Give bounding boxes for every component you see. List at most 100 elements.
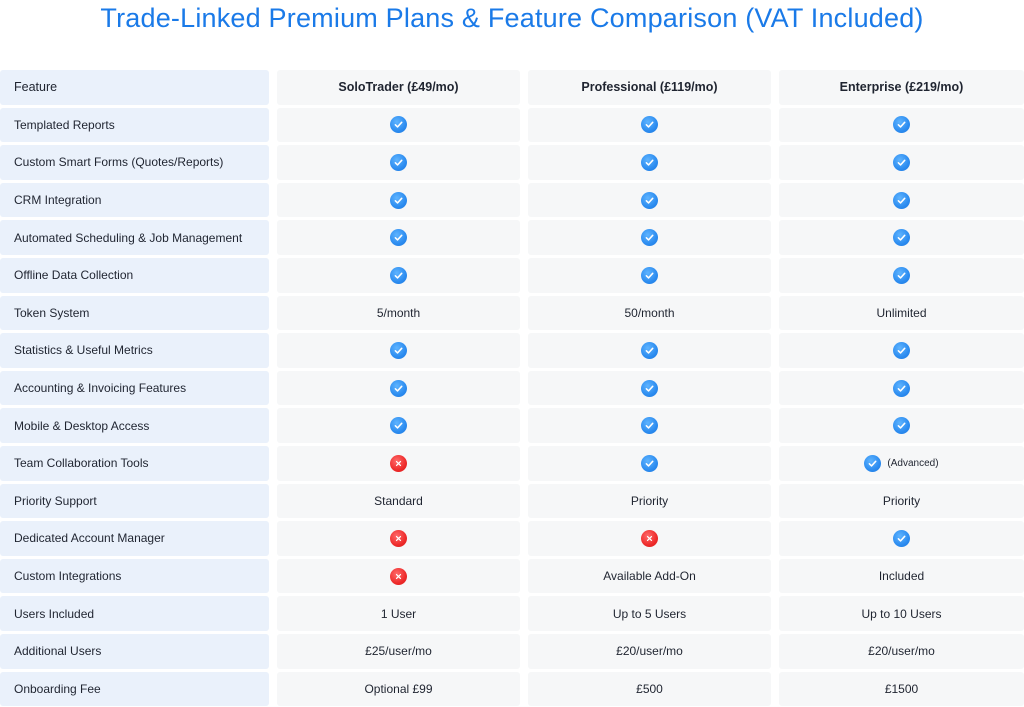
cell-professional: [528, 445, 771, 481]
cell-professional: Up to 5 Users: [528, 596, 771, 631]
cell-enterprise: [779, 220, 1024, 255]
cell-solotrader: [277, 558, 520, 594]
cell-professional: £20/user/mo: [528, 633, 771, 669]
cell-enterprise: (Advanced): [779, 445, 1024, 481]
check-icon: [641, 266, 658, 284]
check-icon: [390, 116, 407, 134]
cell-professional: [528, 521, 771, 556]
cell-solotrader: [277, 333, 520, 368]
cell-professional: [528, 257, 771, 293]
cell-professional: Available Add-On: [528, 558, 771, 594]
cell-solotrader: 1 User: [277, 596, 520, 631]
column-header-feature: Feature: [0, 70, 269, 105]
feature-label: Onboarding Fee: [0, 671, 269, 707]
cell-enterprise: [779, 370, 1024, 406]
check-icon: [893, 229, 910, 247]
check-icon: [893, 153, 910, 171]
check-icon: [390, 379, 407, 397]
cell-enterprise: £1500: [779, 671, 1024, 707]
cell-solotrader: [277, 257, 520, 293]
cell-solotrader: [277, 107, 520, 143]
cell-professional: [528, 408, 771, 443]
check-icon: [641, 417, 658, 435]
check-icon: [390, 153, 407, 171]
cell-enterprise: Included: [779, 558, 1024, 594]
feature-label: Team Collaboration Tools: [0, 445, 269, 481]
feature-label: CRM Integration: [0, 182, 269, 218]
cell-solotrader: [277, 145, 520, 180]
check-icon: [893, 379, 910, 397]
check-icon: [390, 266, 407, 284]
cell-solotrader: Standard: [277, 483, 520, 519]
check-icon: [641, 153, 658, 171]
feature-label: Accounting & Invoicing Features: [0, 370, 269, 406]
cross-icon: [390, 567, 407, 585]
cell-professional: Priority: [528, 483, 771, 519]
check-icon: [893, 341, 910, 359]
column-header-solotrader: SoloTrader (£49/mo): [277, 70, 520, 105]
cell-enterprise: [779, 257, 1024, 293]
check-icon: [864, 454, 882, 472]
check-icon: [641, 116, 658, 134]
feature-label: Statistics & Useful Metrics: [0, 333, 269, 368]
cell-enterprise: [779, 182, 1024, 218]
cell-enterprise: Up to 10 Users: [779, 596, 1024, 631]
feature-label: Automated Scheduling & Job Management: [0, 220, 269, 255]
cell-solotrader: Optional £99: [277, 671, 520, 707]
check-icon: [641, 191, 658, 209]
check-icon: [390, 417, 407, 435]
cell-enterprise: [779, 333, 1024, 368]
feature-label: Token System: [0, 295, 269, 331]
feature-label: Templated Reports: [0, 107, 269, 143]
cell-professional: £500: [528, 671, 771, 707]
cell-professional: [528, 182, 771, 218]
page-title: Trade-Linked Premium Plans & Feature Com…: [100, 3, 924, 33]
check-icon: [893, 266, 910, 284]
check-icon: [641, 454, 658, 472]
cell-enterprise: [779, 521, 1024, 556]
check-icon: [893, 116, 910, 134]
cell-enterprise: [779, 408, 1024, 443]
cell-solotrader: [277, 370, 520, 406]
cross-icon: [641, 529, 658, 547]
check-icon: [893, 191, 910, 209]
cross-icon: [390, 454, 407, 472]
comparison-table: Feature SoloTrader (£49/mo) Professional…: [0, 70, 1024, 707]
cell-professional: [528, 220, 771, 255]
cell-solotrader: [277, 220, 520, 255]
cross-icon: [390, 529, 407, 547]
check-icon: [893, 417, 910, 435]
feature-label: Mobile & Desktop Access: [0, 408, 269, 443]
cell-solotrader: £25/user/mo: [277, 633, 520, 669]
check-icon: [390, 229, 407, 247]
cell-enterprise: £20/user/mo: [779, 633, 1024, 669]
check-icon: [641, 229, 658, 247]
feature-label: Offline Data Collection: [0, 257, 269, 293]
cell-professional: [528, 333, 771, 368]
cell-professional: [528, 145, 771, 180]
feature-label: Dedicated Account Manager: [0, 521, 269, 556]
feature-label: Custom Smart Forms (Quotes/Reports): [0, 145, 269, 180]
check-icon: [390, 191, 407, 209]
check-icon: [390, 341, 407, 359]
cell-enterprise: Priority: [779, 483, 1024, 519]
cell-solotrader: [277, 182, 520, 218]
cell-professional: [528, 107, 771, 143]
cell-enterprise: [779, 145, 1024, 180]
column-header-professional: Professional (£119/mo): [528, 70, 771, 105]
cell-enterprise: [779, 107, 1024, 143]
cell-solotrader: [277, 408, 520, 443]
cell-solotrader: [277, 445, 520, 481]
column-header-enterprise: Enterprise (£219/mo): [779, 70, 1024, 105]
feature-label: Users Included: [0, 596, 269, 631]
cell-solotrader: 5/month: [277, 295, 520, 331]
cell-enterprise: Unlimited: [779, 295, 1024, 331]
feature-note: (Advanced): [887, 457, 939, 469]
cell-solotrader: [277, 521, 520, 556]
check-icon: [641, 379, 658, 397]
check-icon: [893, 529, 910, 547]
feature-label: Custom Integrations: [0, 558, 269, 594]
cell-professional: 50/month: [528, 295, 771, 331]
check-icon: [641, 341, 658, 359]
feature-label: Additional Users: [0, 633, 269, 669]
